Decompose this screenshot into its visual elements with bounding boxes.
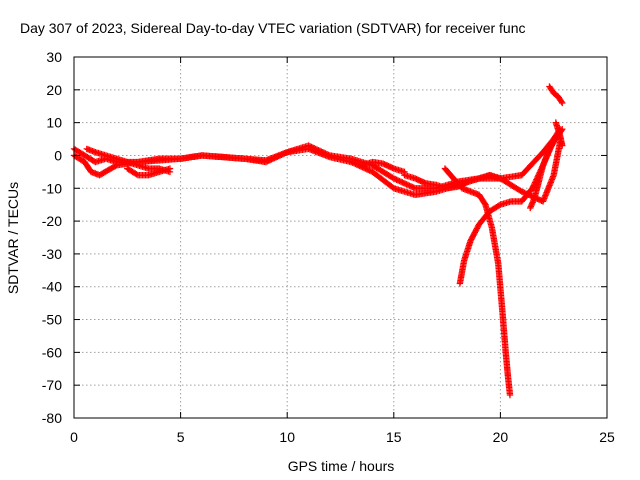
- data-point: [559, 126, 566, 133]
- data-point: [495, 202, 503, 209]
- x-axis-ticks: 0 5 10 15 20 25: [70, 57, 615, 445]
- data-point: [531, 180, 538, 188]
- data-point: [166, 165, 174, 172]
- chart-title: Day 307 of 2023, Sidereal Day-to-day VTE…: [20, 20, 526, 36]
- y-axis-ticks: -80 -70 -60 -50 -40 -30 -20 -10 0 10 20 30: [42, 49, 607, 426]
- data-point: [404, 181, 412, 189]
- x-tick-label: 20: [493, 429, 509, 445]
- data-point: [529, 183, 537, 191]
- y-tick-label: -20: [42, 213, 62, 229]
- data-point: [272, 154, 280, 161]
- data-point: [558, 98, 565, 105]
- data-point: [353, 161, 361, 168]
- data-point: [410, 184, 417, 191]
- x-tick-label: 0: [70, 429, 78, 445]
- data-point: [399, 179, 406, 186]
- data-point: [407, 183, 415, 190]
- data-point: [400, 179, 407, 187]
- series-track-3: [83, 145, 174, 176]
- data-point: [392, 175, 399, 183]
- data-point: [518, 188, 525, 195]
- data-point: [264, 158, 271, 165]
- y-tick-label: -30: [42, 246, 62, 262]
- series-track-9: [527, 126, 566, 212]
- data-point: [390, 175, 397, 182]
- y-tick-label: -40: [42, 279, 62, 295]
- data-point: [497, 175, 504, 182]
- y-tick-label: 20: [46, 82, 62, 98]
- series-track-4: [124, 165, 174, 179]
- x-axis-title: GPS time / hours: [288, 458, 395, 474]
- data-point: [366, 167, 373, 174]
- data-point: [266, 156, 274, 164]
- y-tick-label: 0: [54, 147, 62, 163]
- data-point: [393, 176, 400, 183]
- data-point: [279, 150, 287, 158]
- x-tick-label: 15: [386, 429, 402, 445]
- data-point: [506, 391, 514, 399]
- data-point: [559, 142, 566, 149]
- y-axis-title: SDTVAR / TECUs: [5, 182, 21, 294]
- data-points: [70, 83, 566, 399]
- data-point: [276, 152, 284, 159]
- data-point: [394, 177, 402, 184]
- data-point: [349, 159, 356, 166]
- y-tick-label: -70: [42, 377, 62, 393]
- y-tick-label: -50: [42, 312, 62, 328]
- plot-frame: [73, 56, 608, 419]
- data-point: [268, 156, 275, 163]
- data-point: [275, 152, 282, 160]
- x-tick-label: 5: [177, 429, 185, 445]
- data-point: [365, 166, 372, 174]
- y-tick-label: -80: [42, 410, 62, 426]
- data-point: [278, 151, 285, 158]
- x-tick-label: 25: [599, 429, 615, 445]
- data-point: [262, 158, 270, 166]
- data-point: [403, 181, 410, 188]
- series-track-5: [358, 158, 408, 176]
- y-tick-label: -10: [42, 180, 62, 196]
- data-point: [269, 155, 277, 162]
- data-point: [401, 180, 409, 187]
- data-point: [133, 171, 140, 178]
- data-point: [271, 154, 278, 162]
- data-point: [409, 183, 416, 191]
- x-tick-label: 10: [279, 429, 295, 445]
- data-point: [363, 166, 370, 173]
- data-point: [406, 182, 413, 189]
- data-point: [265, 157, 272, 164]
- series-track-7: [456, 142, 555, 287]
- data-point: [396, 177, 403, 185]
- data-point: [397, 178, 405, 185]
- data-point: [530, 182, 537, 189]
- y-tick-label: 10: [46, 115, 62, 131]
- series-track-8: [441, 165, 514, 399]
- data-point: [281, 150, 288, 157]
- grid-lines: [74, 57, 607, 418]
- y-tick-label: 30: [46, 49, 62, 65]
- data-point: [559, 99, 566, 107]
- data-point: [274, 153, 281, 160]
- data-point: [350, 160, 358, 167]
- y-tick-label: -60: [42, 344, 62, 360]
- data-point: [112, 162, 119, 170]
- data-point: [519, 189, 527, 196]
- data-point: [282, 149, 289, 157]
- series-track-11: [552, 119, 566, 149]
- data-point: [352, 160, 359, 168]
- series-track-10: [546, 83, 566, 107]
- data-point: [347, 158, 355, 166]
